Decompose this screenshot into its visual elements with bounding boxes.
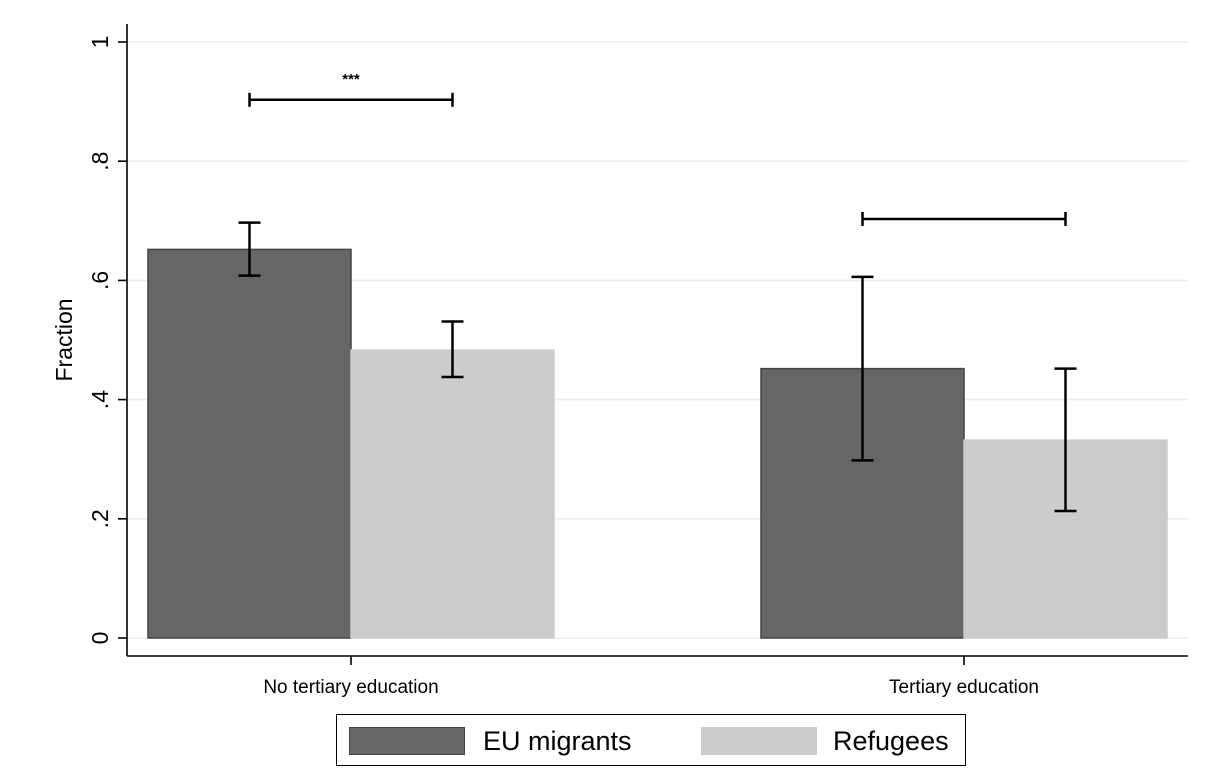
y-tick-label: .8 xyxy=(87,152,113,171)
legend-label-refugees: Refugees xyxy=(833,726,949,756)
y-tick-label: .2 xyxy=(87,509,113,528)
y-axis-label: Fraction xyxy=(51,298,77,381)
error-bars xyxy=(238,221,1077,513)
legend-label-eu-migrants: EU migrants xyxy=(483,726,632,756)
legend-swatch-refugees xyxy=(701,727,817,755)
y-tick-label: .4 xyxy=(87,390,113,409)
y-tick-label: .6 xyxy=(87,271,113,290)
y-tick-label: 1 xyxy=(87,36,113,49)
y-tick-label: 0 xyxy=(87,632,113,645)
bar-eu-migrants-no-tertiary xyxy=(147,248,352,639)
x-tick-label: Tertiary education xyxy=(889,677,1039,698)
legend-swatch-eu-migrants xyxy=(349,727,465,755)
error-bar xyxy=(238,221,261,277)
legend: EU migrants Refugees xyxy=(336,714,966,766)
comparison-brackets: *** xyxy=(248,71,1067,227)
bar-refugees-no-tertiary xyxy=(350,349,555,639)
error-bar xyxy=(441,320,464,379)
error-bar xyxy=(851,275,874,462)
comparison-bracket xyxy=(861,212,1067,227)
x-tick-label: No tertiary education xyxy=(263,677,438,698)
significance-label: *** xyxy=(342,71,360,88)
comparison-bracket: *** xyxy=(248,71,454,107)
bars xyxy=(147,248,1168,639)
error-bar xyxy=(1054,367,1077,513)
axes: 0 .2 .4 .6 .8 1 No tertiary education Tertiary … xyxy=(87,24,1188,698)
